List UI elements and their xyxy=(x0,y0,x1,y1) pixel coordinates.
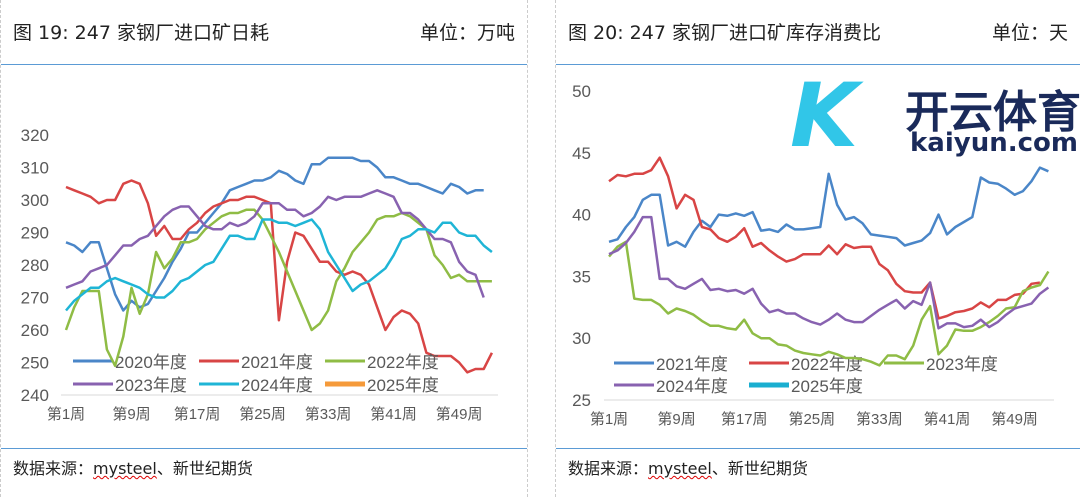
series-line-2023年度 xyxy=(65,189,485,298)
legend-label: 2025年度 xyxy=(367,376,439,395)
series-line-2022年度 xyxy=(608,156,1041,320)
line-chart: 240 250 260 270 280 290 300 310 320 第1周 第9周 第17周 第25… xyxy=(21,126,498,423)
legend-label: 2024年度 xyxy=(241,376,313,395)
x-tick-label: 第49周 xyxy=(991,410,1038,428)
legend-label: 2020年度 xyxy=(115,353,187,372)
x-tick-label: 第1周 xyxy=(47,405,85,423)
source-prefix: 数据来源： xyxy=(13,459,94,478)
y-tick-label: 320 xyxy=(21,126,49,145)
x-tick-label: 第17周 xyxy=(721,410,768,428)
x-tick-label: 第9周 xyxy=(657,410,695,428)
x-tick-label: 第25周 xyxy=(239,405,286,423)
x-tick-label: 第17周 xyxy=(174,405,221,423)
series-line-2021年度 xyxy=(65,179,494,374)
y-tick-label: 260 xyxy=(21,321,49,340)
y-tick-label: 300 xyxy=(21,191,49,210)
x-tick-label: 第49周 xyxy=(436,405,483,423)
legend-label: 2023年度 xyxy=(926,355,998,374)
x-tick-label: 第41周 xyxy=(370,405,417,423)
divider xyxy=(556,448,1080,449)
chart-title: 图 19: 247 家钢厂进口矿日耗 单位：万吨 xyxy=(13,18,515,45)
y-tick-label: 25 xyxy=(572,391,591,410)
y-tick-label: 240 xyxy=(21,386,49,405)
legend-label: 2023年度 xyxy=(115,376,187,395)
legend-label: 2021年度 xyxy=(241,353,313,372)
watermark-logo: K 开云体育 kaiyun.com xyxy=(790,64,1080,167)
source-note: 数据来源：mysteel、新世纪期货 xyxy=(568,455,808,479)
chart-panel-stock-consumption-ratio: 图 20: 247 家钢厂进口矿库存消费比 单位：天 25 30 35 40 45 50 第1… xyxy=(555,0,1080,497)
chart-title: 图 20: 247 家钢厂进口矿库存消费比 单位：天 xyxy=(568,18,1068,45)
divider xyxy=(1,448,527,449)
unit-label: 单位：万吨 xyxy=(419,22,515,44)
x-tick-label: 第33周 xyxy=(305,405,352,423)
y-tick-label: 280 xyxy=(21,256,49,275)
source-prefix: 数据来源： xyxy=(568,459,649,478)
series-line-2022年度 xyxy=(64,208,492,368)
source-brand: mysteel xyxy=(648,459,712,478)
x-tick-label: 第9周 xyxy=(112,405,150,423)
series-line-2021年度 xyxy=(608,166,1049,248)
title-text: 图 20: 247 家钢厂进口矿库存消费比 xyxy=(568,22,881,44)
chart-panel-daily-consumption: 图 19: 247 家钢厂进口矿日耗 单位：万吨 240 250 260 270 280 2… xyxy=(0,0,528,497)
source-note: 数据来源：mysteel、新世纪期货 xyxy=(13,455,253,479)
divider xyxy=(1,64,527,65)
line-chart: 25 30 35 40 45 50 第1周 第9周 第17周 第25周 第33周 第41周 第49周 20… xyxy=(572,82,1054,428)
y-tick-label: 30 xyxy=(572,329,591,348)
y-tick-label: 45 xyxy=(572,144,591,163)
title-text: 图 19: 247 家钢厂进口矿日耗 xyxy=(13,22,269,44)
legend-label: 2025年度 xyxy=(791,377,863,396)
series-line-2024年度 xyxy=(65,218,493,312)
watermark-name: 开云体育 xyxy=(905,87,1080,138)
y-tick-label: 250 xyxy=(21,354,49,373)
legend-label: 2022年度 xyxy=(791,355,863,374)
x-tick-label: 第25周 xyxy=(788,410,835,428)
source-suffix: 、新世纪期货 xyxy=(711,459,808,478)
y-tick-label: 50 xyxy=(572,82,591,101)
y-tick-label: 270 xyxy=(21,289,49,308)
watermark-url: kaiyun.com xyxy=(910,128,1078,158)
legend-label: 2024年度 xyxy=(656,377,728,396)
source-suffix: 、新世纪期货 xyxy=(156,459,253,478)
y-tick-label: 310 xyxy=(21,159,49,178)
y-tick-label: 40 xyxy=(572,206,591,225)
legend-label: 2021年度 xyxy=(656,355,728,374)
x-tick-label: 第1周 xyxy=(590,410,628,428)
series-line-2023年度 xyxy=(608,240,1050,367)
x-tick-label: 第41周 xyxy=(924,410,971,428)
y-tick-label: 290 xyxy=(21,224,49,243)
y-tick-label: 35 xyxy=(572,267,591,286)
legend-label: 2022年度 xyxy=(367,353,439,372)
x-tick-label: 第33周 xyxy=(856,410,903,428)
series-line-2024年度 xyxy=(608,215,1050,330)
watermark-k-icon: K xyxy=(790,64,859,167)
unit-label: 单位：天 xyxy=(991,22,1068,44)
source-brand: mysteel xyxy=(93,459,157,478)
divider xyxy=(556,64,1080,65)
